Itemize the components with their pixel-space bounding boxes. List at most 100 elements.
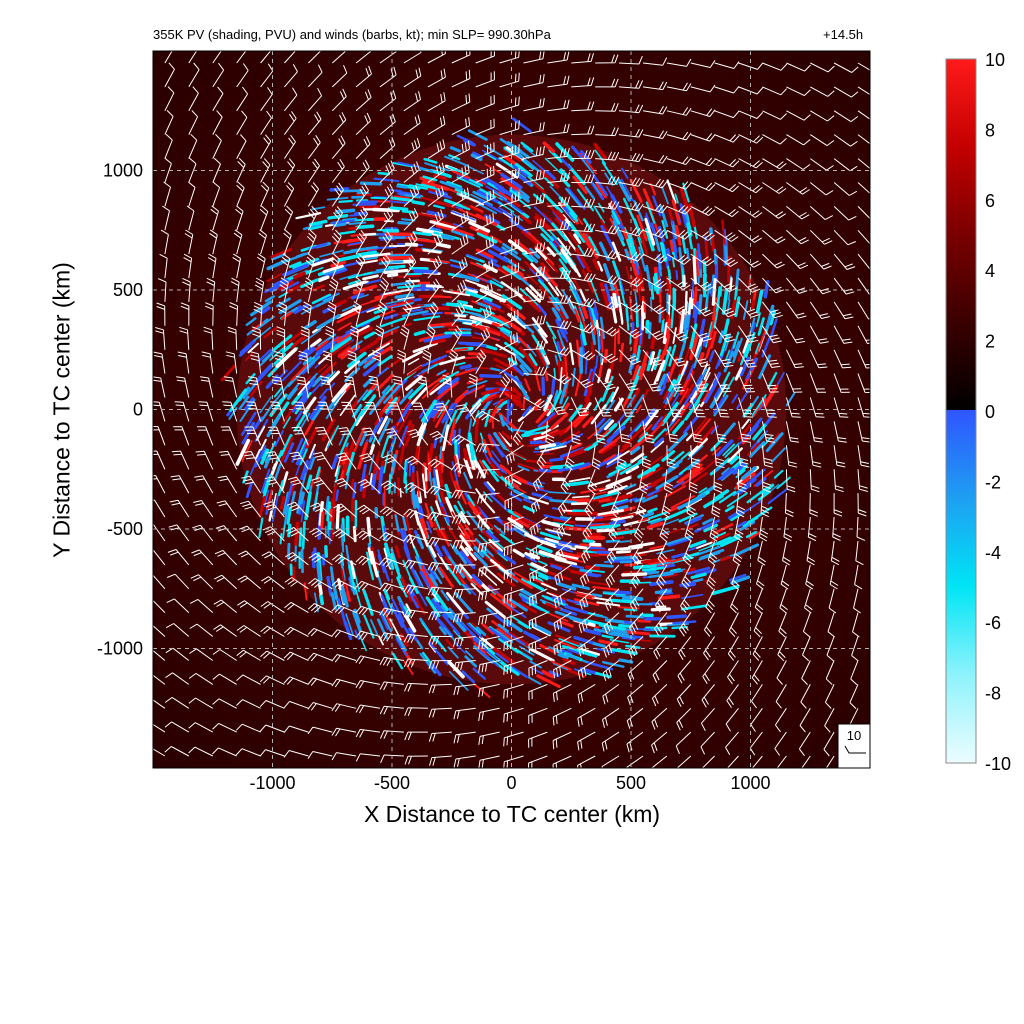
wind-barb: [407, 429, 429, 446]
pv-streak: [348, 221, 367, 226]
wind-barb: [610, 492, 621, 518]
pv-streak: [526, 600, 550, 614]
wind-barb: [577, 707, 596, 727]
wind-barb: [379, 160, 395, 183]
wind-barb: [603, 612, 620, 635]
pv-streak: [585, 389, 593, 402]
pv-streak: [650, 607, 671, 612]
wind-barb: [690, 373, 708, 393]
wind-barb: [632, 540, 644, 566]
pv-streak: [560, 430, 581, 444]
wind-barb: [523, 51, 545, 64]
wind-barb: [571, 223, 596, 233]
wind-barb: [528, 731, 548, 748]
pv-streak: [407, 365, 423, 377]
pv-streak: [357, 294, 369, 299]
pv-streak: [570, 462, 591, 471]
pv-streak: [556, 209, 566, 220]
wind-barb: [809, 469, 820, 493]
wind-barb: [227, 326, 238, 350]
pv-streak: [557, 619, 574, 628]
pv-streak: [692, 346, 703, 369]
pv-streak: [404, 512, 411, 534]
wind-barb: [805, 564, 814, 590]
pv-streak: [582, 628, 602, 636]
pv-streak: [641, 511, 654, 518]
wind-barb: [642, 325, 666, 340]
pv-streak: [467, 380, 488, 389]
pv-streak: [635, 276, 641, 301]
pv-streak: [544, 177, 554, 187]
wind-barb: [499, 286, 519, 303]
wind-barb: [642, 155, 668, 164]
pv-streak: [466, 510, 485, 534]
wind-barb: [711, 493, 721, 518]
wind-barb: [785, 301, 807, 319]
wind-barb: [642, 421, 655, 444]
pv-streak: [517, 462, 541, 472]
pv-streak: [734, 296, 741, 318]
wind-barb: [642, 130, 668, 139]
pv-streak: [569, 221, 586, 243]
wind-barb: [284, 51, 297, 64]
pv-streak: [459, 364, 472, 370]
wind-barb: [235, 748, 261, 757]
wind-barb: [503, 588, 524, 604]
wind-barb: [225, 351, 238, 374]
pv-streak: [650, 297, 653, 312]
wind-barb: [210, 205, 219, 231]
pv-streak: [349, 560, 356, 580]
pv-streak: [656, 548, 675, 555]
pv-streak: [413, 364, 435, 378]
wind-barb: [690, 397, 706, 418]
wind-barb: [330, 253, 341, 279]
wind-barb: [427, 255, 442, 279]
pv-streak: [422, 175, 438, 182]
wind-barb: [451, 51, 471, 64]
wind-barb: [283, 626, 309, 637]
pv-streak: [418, 516, 429, 539]
wind-barb: [750, 708, 763, 732]
pv-streak: [725, 349, 731, 362]
pv-streak: [429, 220, 456, 230]
wind-barb: [703, 636, 716, 661]
pv-streak: [568, 477, 591, 483]
wind-barb: [451, 489, 476, 499]
wind-barb: [833, 253, 856, 270]
wind-barb: [594, 373, 616, 390]
wind-barb: [714, 158, 740, 168]
pv-streak: [341, 304, 357, 312]
pv-streak: [637, 349, 642, 362]
wind-barb: [618, 251, 644, 262]
pv-streak: [454, 361, 466, 366]
pv-streak: [283, 504, 290, 526]
wind-barb: [776, 755, 787, 768]
pv-streak: [359, 339, 379, 353]
pv-streak: [416, 470, 420, 498]
wind-barb: [427, 92, 446, 112]
pv-streak: [549, 465, 564, 470]
pv-streak: [343, 261, 361, 268]
pv-streak: [372, 561, 379, 578]
pv-streak: [552, 443, 564, 449]
pv-streak: [668, 459, 683, 471]
pv-streak: [441, 624, 456, 642]
wind-barb: [260, 650, 285, 661]
wind-barb: [714, 205, 739, 218]
pv-streak: [405, 603, 412, 614]
wind-barb: [477, 540, 500, 553]
pv-streak: [477, 251, 498, 263]
pv-streak: [582, 416, 594, 429]
pv-streak: [396, 184, 408, 189]
pv-streak: [582, 218, 594, 233]
pv-streak: [544, 157, 562, 175]
pv-streak: [469, 226, 489, 237]
wind-barb: [826, 636, 835, 662]
pv-streak: [488, 190, 501, 198]
pv-streak: [305, 474, 313, 490]
wind-barb: [171, 450, 190, 470]
wind-barb: [503, 612, 524, 628]
wind-barb: [605, 564, 620, 588]
wind-barb: [857, 134, 870, 145]
pv-streak: [449, 258, 468, 266]
